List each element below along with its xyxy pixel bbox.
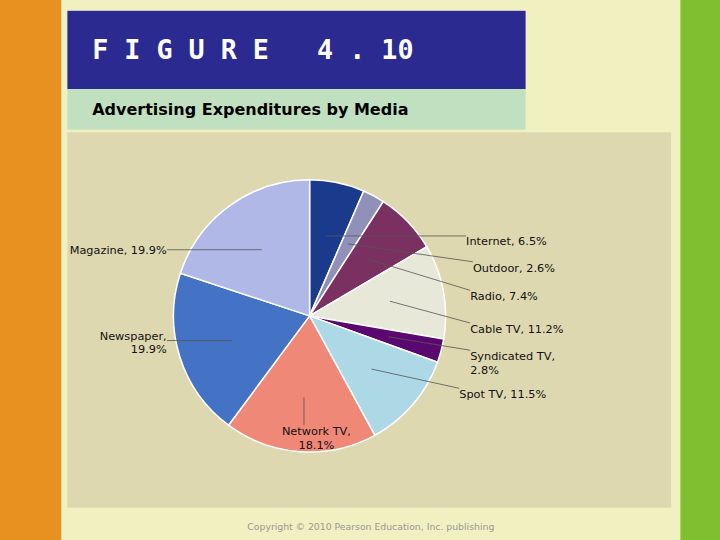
subtitle-box (67, 89, 525, 130)
data-label: Internet, 6.5% (466, 235, 547, 248)
left-band (0, 0, 61, 540)
leader-line (326, 235, 466, 236)
data-label: Syndicated TV,2.8% (470, 350, 555, 377)
data-label: Cable TV, 11.2% (470, 323, 564, 336)
pie (174, 180, 446, 452)
data-label: Network TV,18.1% (282, 425, 351, 452)
leader-line (390, 301, 470, 323)
title: F I G U R E 4 . 10 (92, 34, 413, 65)
data-labels: Internet, 6.5% Outdoor, 2.6% Radio, 7.4% Ca… (70, 235, 564, 452)
background (0, 0, 720, 540)
right-band (680, 0, 720, 540)
slice (180, 180, 309, 316)
content-box (67, 132, 671, 507)
leader-line (389, 337, 471, 350)
data-label: Outdoor, 2.6% (473, 262, 555, 275)
leader-line (167, 340, 232, 341)
data-label: Spot TV, 11.5% (459, 388, 546, 401)
chart: F I G U R E 4 . 10 Advertising Expenditur… (0, 0, 720, 540)
leader-line (368, 259, 470, 290)
leader-line (372, 369, 460, 388)
annotation: Copyright © 2010 Pearson Education, Inc.… (247, 521, 494, 532)
data-label: Newspaper,19.9% (100, 330, 167, 357)
leader-line (303, 397, 304, 425)
data-label: Magazine, 19.9% (70, 244, 167, 257)
title-box (67, 11, 525, 89)
leader-lines (167, 236, 473, 425)
leader-line (348, 244, 473, 262)
data-label: Radio, 7.4% (470, 290, 538, 303)
subtitle: Advertising Expenditures by Media (92, 100, 408, 119)
leader-line (167, 249, 262, 250)
